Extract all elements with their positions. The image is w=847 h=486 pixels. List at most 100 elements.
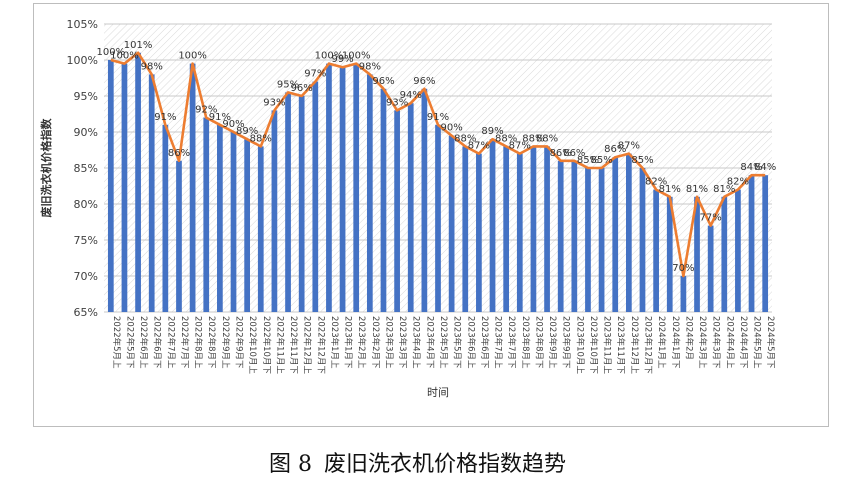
- bar: [366, 74, 373, 313]
- y-tick-label: 105%: [67, 18, 98, 31]
- x-tick-label: 2023年6月上: [465, 316, 476, 369]
- bar: [448, 135, 455, 312]
- data-label: 87%: [509, 141, 531, 152]
- data-label: 81%: [713, 184, 735, 195]
- data-label: 92%: [195, 105, 217, 116]
- data-label: 96%: [413, 76, 435, 87]
- x-axis-label: 时间: [427, 386, 449, 399]
- data-label: 90%: [222, 119, 244, 130]
- y-axis-ticks: 65% 70% 75% 80% 85% 90% 95% 100% 105%: [67, 18, 98, 319]
- data-label: 96%: [291, 83, 313, 94]
- data-label: 100%: [342, 51, 371, 62]
- y-axis-label: 废旧洗衣机价格指数: [39, 118, 53, 218]
- x-tick-label: 2023年9月下: [561, 316, 572, 369]
- bar: [680, 276, 687, 312]
- data-label: 87%: [618, 141, 640, 152]
- bar: [312, 81, 319, 312]
- bar: [148, 74, 155, 313]
- data-label: 85%: [590, 155, 612, 166]
- data-label: 82%: [645, 177, 667, 188]
- data-label: 81%: [659, 184, 681, 195]
- data-label: 89%: [236, 126, 258, 137]
- bar: [421, 88, 428, 312]
- data-label: 88%: [536, 133, 558, 144]
- data-label: 101%: [124, 40, 153, 51]
- x-tick-label: 2022年10月下: [261, 316, 272, 374]
- x-tick-label: 2024年5月上: [752, 316, 763, 369]
- x-tick-label: 2023年1月上: [329, 316, 340, 369]
- bar: [189, 63, 196, 312]
- data-label: 93%: [386, 97, 408, 108]
- data-label: 98%: [141, 61, 163, 72]
- bar: [121, 63, 128, 312]
- data-label: 90%: [441, 123, 463, 134]
- bar: [530, 146, 537, 312]
- x-tick-label: 2023年4月下: [424, 316, 435, 369]
- data-label: 100%: [178, 51, 207, 62]
- bar: [435, 124, 441, 312]
- x-tick-label: 2023年8月上: [520, 316, 531, 369]
- bar: [326, 63, 332, 312]
- data-label: 86%: [168, 148, 190, 159]
- x-tick-label: 2022年7月下: [179, 316, 190, 369]
- data-label: 96%: [372, 76, 394, 87]
- data-label: 99%: [331, 54, 353, 65]
- bar: [107, 60, 114, 312]
- bar: [162, 124, 169, 312]
- y-tick-label: 80%: [74, 198, 98, 211]
- data-label: 86%: [604, 144, 626, 155]
- x-tick-label: 2023年11月上: [602, 316, 613, 374]
- bar: [707, 225, 714, 312]
- data-label: 94%: [400, 90, 422, 101]
- data-label: 77%: [700, 213, 722, 224]
- x-tick-label: 2022年8月下: [206, 316, 217, 369]
- bar: [625, 153, 632, 312]
- data-label: 100%: [315, 51, 344, 62]
- x-tick-label: 2023年10月下: [588, 316, 599, 374]
- x-tick-label: 2022年6月上: [138, 316, 149, 369]
- bar: [217, 124, 223, 312]
- bar: [612, 157, 619, 312]
- y-tick-label: 75%: [74, 234, 98, 247]
- figure-caption: 图 8 废旧洗衣机价格指数趋势: [0, 446, 847, 478]
- bar: [298, 96, 305, 312]
- x-tick-label: 2022年5月上: [111, 316, 122, 369]
- data-label: 91%: [154, 112, 176, 123]
- bar: [694, 196, 700, 312]
- x-tick-label: 2024年3月下: [711, 316, 722, 369]
- data-label: 100%: [110, 51, 139, 62]
- line-path: [110, 51, 766, 278]
- x-tick-label: 2024年1月下: [670, 316, 681, 369]
- data-label: 84%: [754, 162, 776, 173]
- x-tick-label: 2023年6月下: [479, 316, 490, 369]
- data-label: 95%: [277, 79, 299, 90]
- x-tick-label: 2022年10月上: [247, 316, 258, 374]
- y-tick-label: 70%: [74, 270, 98, 283]
- x-tick-label: 2022年5月下: [124, 316, 135, 369]
- x-tick-label: 2023年5月上: [438, 316, 449, 369]
- data-label: 86%: [563, 148, 585, 159]
- bar: [735, 189, 741, 312]
- x-tick-label: 2022年12月上: [302, 316, 313, 374]
- bar: [544, 146, 550, 312]
- x-tick-label: 2022年9月上: [220, 316, 231, 369]
- data-label: 97%: [304, 69, 326, 80]
- x-axis-ticks: 2022年5月上 2022年5月下 2022年6月上 2022年6月下 2022年7月上…: [111, 316, 776, 374]
- x-tick-label: 2023年11月下: [615, 316, 626, 374]
- data-label: 81%: [686, 184, 708, 195]
- bar: [762, 175, 769, 312]
- y-tick-label: 95%: [74, 90, 98, 103]
- data-label: 98%: [359, 61, 381, 72]
- data-label: 86%: [550, 148, 572, 159]
- data-label: 88%: [522, 133, 544, 144]
- x-tick-label: 2023年10月上: [574, 316, 585, 374]
- data-label: 89%: [481, 126, 503, 137]
- y-tick-label: 65%: [74, 306, 98, 319]
- bar: [503, 146, 510, 312]
- bar: [339, 67, 346, 312]
- x-tick-label: 2022年11月下: [288, 316, 299, 374]
- x-tick-label: 2024年3月上: [697, 316, 708, 369]
- bar: [666, 196, 673, 312]
- bar: [380, 88, 387, 312]
- line-series: [110, 51, 766, 278]
